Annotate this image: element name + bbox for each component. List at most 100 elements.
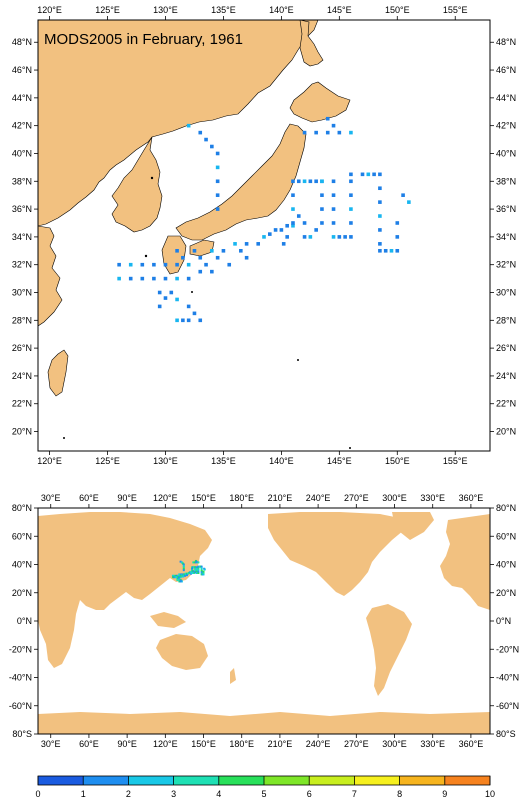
- observation-point: [378, 228, 382, 232]
- observation-point: [194, 566, 197, 569]
- y-tick-label: -20°N: [9, 644, 32, 654]
- colorbar-segment: [309, 776, 355, 785]
- x-tick-label: 240°E: [306, 739, 331, 749]
- y-tick-label: -40°N: [496, 673, 519, 683]
- y-tick-label: 60°N: [12, 531, 32, 541]
- observation-point: [175, 318, 179, 323]
- colorbar-label: 2: [126, 789, 131, 799]
- x-tick-label: 150°E: [191, 493, 216, 503]
- colorbar-label: 7: [352, 789, 357, 799]
- observation-point: [182, 564, 185, 567]
- observation-point: [140, 262, 145, 267]
- x-tick-label: 120°E: [153, 493, 178, 503]
- observation-point: [215, 193, 220, 197]
- observation-point: [194, 569, 197, 572]
- y-tick-label: 24°N: [12, 371, 32, 381]
- x-tick-label: 180°E: [229, 493, 254, 503]
- observation-point: [182, 567, 185, 570]
- observation-point: [202, 570, 205, 573]
- observation-point: [210, 248, 214, 253]
- observation-point: [194, 567, 197, 570]
- x-tick-label: 120°E: [37, 456, 62, 466]
- y-tick-label: 48°N: [496, 37, 516, 47]
- observation-point: [366, 172, 371, 177]
- australia: [156, 634, 208, 670]
- observation-point: [204, 262, 208, 267]
- observation-point: [308, 179, 313, 184]
- observation-point: [190, 571, 193, 574]
- observation-point: [349, 179, 353, 184]
- observation-point: [349, 235, 353, 239]
- x-tick-label: 270°E: [344, 493, 369, 503]
- colorbar-label: 5: [261, 789, 266, 799]
- y-tick-label: -60°N: [496, 701, 519, 711]
- observation-point: [174, 574, 177, 577]
- y-tick-label: 40°N: [496, 560, 516, 570]
- observation-point: [185, 574, 188, 577]
- y-tick-label: 32°N: [496, 260, 516, 270]
- y-tick-label: 46°N: [496, 65, 516, 75]
- x-tick-label: 150°E: [385, 5, 410, 15]
- observation-point: [198, 318, 203, 323]
- x-tick-label: 90°E: [117, 739, 137, 749]
- colorbar-label: 9: [442, 789, 447, 799]
- observation-point: [179, 574, 182, 577]
- y-tick-label: 36°N: [12, 204, 32, 214]
- observation-point: [191, 567, 194, 570]
- observation-point: [152, 276, 156, 281]
- observation-point: [227, 262, 232, 267]
- observation-point: [163, 296, 168, 300]
- colorbar-label: 3: [171, 789, 176, 799]
- observation-point: [175, 297, 179, 302]
- observation-points: [117, 116, 411, 323]
- observation-point: [244, 255, 249, 260]
- maritime-southeast-asia: [150, 612, 186, 628]
- colorbar-segment: [264, 776, 310, 785]
- x-tick-label: 210°E: [268, 739, 293, 749]
- observation-point: [314, 228, 318, 232]
- observation-point: [337, 235, 342, 239]
- observation-point: [233, 242, 237, 246]
- observation-point: [395, 221, 400, 225]
- y-tick-label: 44°N: [12, 93, 32, 103]
- regional-map-frame: [37, 19, 491, 452]
- observation-point: [184, 574, 187, 577]
- x-tick-label: 90°E: [117, 493, 137, 503]
- observation-point: [179, 560, 182, 563]
- x-tick-label: 135°E: [211, 5, 236, 15]
- europe-africa-wrap: [440, 514, 490, 610]
- observation-point: [215, 165, 220, 170]
- observation-point: [279, 228, 284, 232]
- island: [144, 254, 148, 258]
- observation-point: [200, 568, 203, 571]
- observation-point: [157, 304, 162, 309]
- y-tick-label: 80°N: [12, 503, 32, 513]
- observation-point: [349, 172, 353, 177]
- colorbar-segment: [83, 776, 129, 785]
- x-tick-label: 155°E: [443, 5, 468, 15]
- observation-point: [193, 561, 196, 564]
- x-tick-label: 30°E: [41, 739, 61, 749]
- global-map-axes: 30°E 30°E 60°E 60°E 90°E 90°E 120°E 120°E 150°E 1…: [9, 493, 519, 749]
- observation-point: [177, 576, 180, 579]
- observation-point: [128, 276, 133, 281]
- observation-point: [331, 235, 336, 239]
- korean-peninsula: [111, 136, 163, 233]
- observation-point: [175, 248, 179, 253]
- antarctica: [38, 712, 490, 734]
- x-tick-label: 60°E: [79, 739, 99, 749]
- y-tick-label: 20°N: [496, 427, 516, 437]
- observation-point: [202, 573, 205, 576]
- colorbar-label: 6: [307, 789, 312, 799]
- x-tick-label: 150°E: [385, 456, 410, 466]
- x-tick-label: 60°E: [79, 493, 99, 503]
- south-america: [366, 604, 412, 696]
- y-tick-label: 60°N: [496, 531, 516, 541]
- observation-point: [281, 242, 286, 246]
- x-tick-label: 125°E: [95, 5, 120, 15]
- observation-point: [185, 572, 188, 575]
- observation-point: [173, 574, 176, 577]
- observation-point: [192, 561, 195, 564]
- observation-point: [197, 571, 200, 574]
- observation-point: [360, 172, 365, 177]
